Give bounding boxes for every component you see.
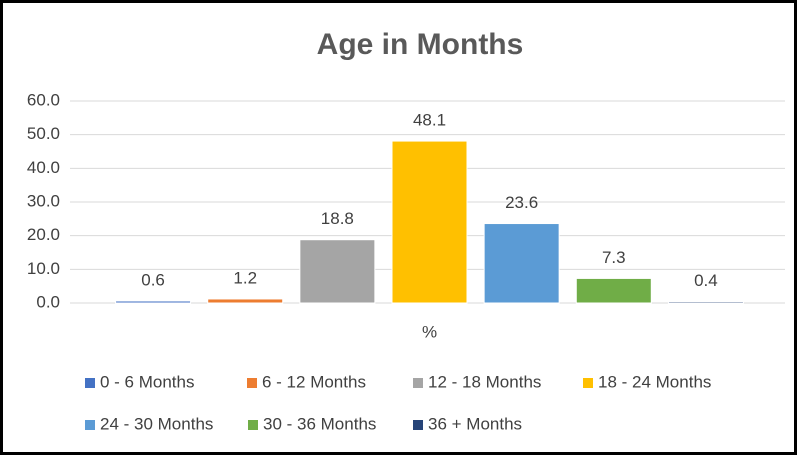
bar (207, 298, 284, 304)
legend-label: 36 + Months (428, 414, 522, 433)
bar (115, 300, 192, 304)
legend-label: 6 - 12 Months (262, 372, 366, 391)
legend-swatch (85, 420, 95, 430)
value-label: 0.4 (694, 271, 718, 290)
y-tick-label: 30.0 (27, 191, 60, 210)
y-tick-label: 40.0 (27, 158, 60, 177)
legend-label: 24 - 30 Months (100, 414, 213, 433)
y-tick-label: 20.0 (27, 225, 60, 244)
chart-title: Age in Months (317, 28, 524, 61)
bar (483, 223, 560, 304)
bar (575, 277, 652, 304)
legend-label: 30 - 36 Months (263, 414, 376, 433)
legend-swatch (85, 378, 95, 388)
value-label: 7.3 (602, 248, 626, 267)
y-tick-label: 10.0 (27, 259, 60, 278)
legend-label: 0 - 6 Months (100, 372, 195, 391)
legend-swatch (583, 378, 593, 388)
value-label: 0.6 (141, 270, 165, 289)
legend-swatch (413, 378, 423, 388)
value-label: 18.8 (321, 209, 354, 228)
legend-swatch (413, 420, 423, 430)
value-label: 23.6 (505, 193, 538, 212)
bar (391, 140, 468, 304)
bar (667, 301, 744, 304)
x-tick-label: % (422, 322, 437, 341)
legend-swatch (247, 378, 257, 388)
value-label: 48.1 (413, 111, 446, 130)
legend-label: 12 - 18 Months (428, 372, 541, 391)
y-tick-label: 0.0 (36, 292, 60, 311)
y-tick-label: 50.0 (27, 124, 60, 143)
legend-swatch (248, 420, 258, 430)
value-label: 1.2 (233, 268, 257, 287)
bar (299, 239, 376, 304)
y-tick-label: 60.0 (27, 90, 60, 109)
legend-label: 18 - 24 Months (598, 372, 711, 391)
